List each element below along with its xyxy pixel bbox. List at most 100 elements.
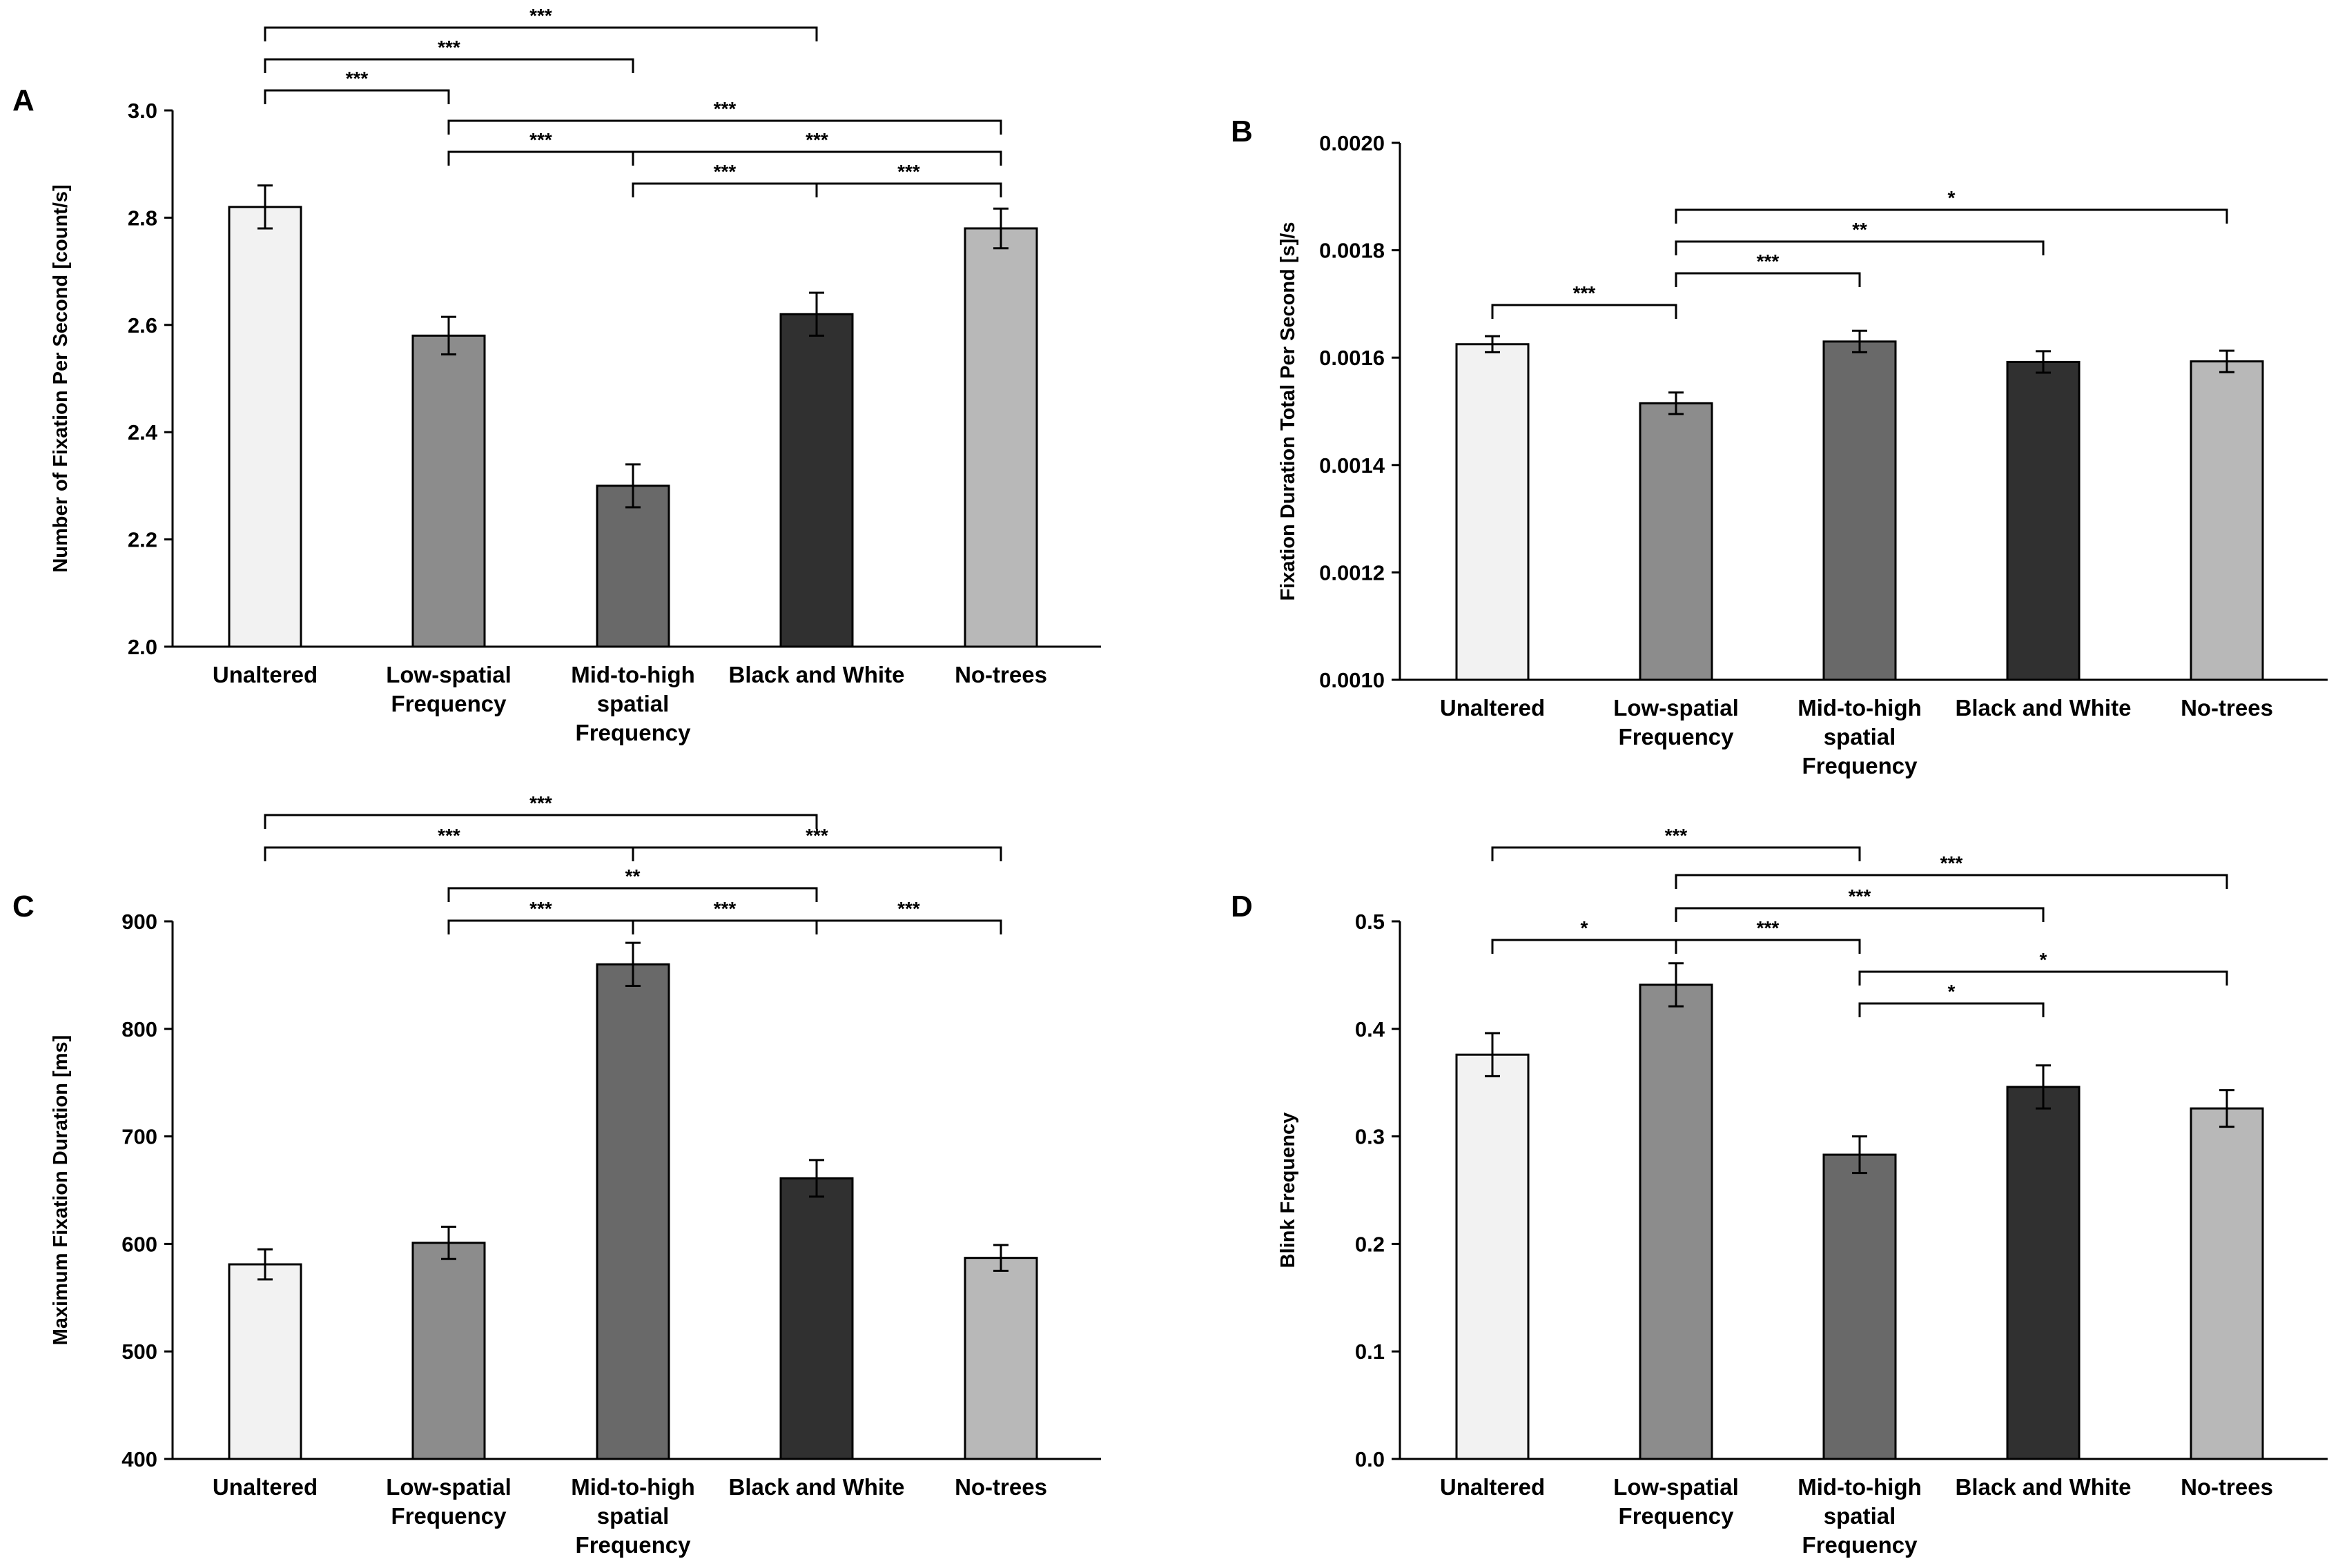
significance-label: *** (806, 825, 828, 846)
significance-bracket (815, 182, 1002, 197)
significance-bracket (1491, 846, 1861, 861)
significance-bracket (1675, 939, 1861, 954)
significance-label: *** (1757, 251, 1780, 272)
y-axis-label: Maximum Fixation Duration [ms] (50, 1035, 72, 1346)
bar-1 (1455, 343, 1530, 681)
y-tick-label: 0.0020 (1319, 131, 1385, 155)
significance-label: *** (1573, 282, 1596, 304)
y-tick-label: 0.1 (1355, 1340, 1385, 1364)
bar-5 (2190, 360, 2264, 681)
y-axis-label: Number of Fixation Per Second [count/s] (50, 184, 72, 572)
significance-bracket (1675, 208, 2228, 224)
significance-bracket (1675, 874, 2228, 889)
significance-bracket (815, 919, 1002, 934)
significance-bracket (447, 150, 634, 166)
bar-5 (2190, 1107, 2264, 1460)
significance-bracket (264, 89, 450, 104)
significance-label: *** (714, 98, 737, 119)
significance-bracket (264, 26, 818, 41)
bar-2 (411, 334, 486, 648)
y-tick-label: 0.4 (1355, 1017, 1385, 1041)
bar-3 (596, 484, 670, 648)
bar-3 (1822, 1153, 1897, 1460)
significance-label: *** (438, 825, 460, 846)
significance-bracket (632, 150, 1002, 166)
x-category-label: Frequency (576, 720, 692, 745)
y-axis-label: Blink Frequency (1277, 1113, 1299, 1268)
x-category-label: Mid-to-high (1798, 695, 1922, 721)
x-category-label: spatial (597, 691, 670, 716)
x-category-label: Unaltered (213, 662, 318, 687)
x-category-label: Black and White (729, 1474, 905, 1500)
x-category-label: No-trees (955, 662, 1047, 687)
y-tick-label: 0.0 (1355, 1447, 1385, 1471)
panel-letter: A (12, 84, 35, 117)
x-category-label: spatial (1824, 724, 1896, 749)
y-tick-label: 500 (121, 1340, 157, 1364)
y-tick-label: 700 (121, 1125, 157, 1149)
bar-4 (2006, 360, 2081, 681)
significance-bracket (1491, 939, 1677, 954)
bar-2 (1639, 983, 1713, 1460)
significance-bracket (264, 814, 818, 829)
significance-label: ** (1852, 219, 1867, 240)
y-tick-label: 2.4 (128, 420, 158, 444)
y-tick-label: 400 (121, 1447, 157, 1471)
y-tick-label: 3.0 (128, 99, 157, 123)
bar-4 (779, 1177, 854, 1460)
y-tick-label: 0.0014 (1319, 453, 1385, 478)
y-tick-label: 0.0012 (1319, 560, 1385, 585)
significance-bracket (1675, 907, 2045, 922)
significance-label: * (1948, 981, 1956, 1002)
significance-bracket (264, 846, 634, 861)
significance-label: *** (1665, 825, 1688, 846)
x-category-label: Black and White (729, 662, 905, 687)
y-axis-label: Fixation Duration Total Per Second [s]/s (1277, 222, 1299, 601)
significance-bracket (632, 919, 818, 934)
panel-letter: D (1231, 890, 1253, 923)
significance-label: *** (714, 161, 737, 182)
bar-3 (1822, 340, 1897, 681)
x-category-label: Black and White (1956, 695, 2132, 721)
significance-bracket (632, 846, 1002, 861)
x-category-label: Low-spatial (386, 1474, 512, 1500)
x-category-label: Unaltered (1440, 695, 1545, 721)
significance-label: *** (714, 898, 737, 919)
y-tick-label: 0.2 (1355, 1232, 1385, 1256)
x-category-label: No-trees (2181, 695, 2273, 721)
bar-1 (228, 1263, 302, 1460)
significance-label: * (2040, 949, 2047, 970)
significance-label: *** (438, 37, 460, 58)
y-tick-label: 800 (121, 1017, 157, 1041)
bar-3 (596, 963, 670, 1460)
x-category-label: Frequency (1802, 1532, 1918, 1558)
panel-letter: B (1231, 115, 1253, 148)
significance-label: *** (529, 898, 552, 919)
chart-panel-a: A Number of Fixation Per Second [count/s]… (12, 5, 1101, 745)
significance-label: ** (625, 865, 641, 887)
significance-bracket (1675, 240, 2045, 255)
y-tick-label: 0.0016 (1319, 346, 1385, 370)
x-category-label: Frequency (1619, 1503, 1735, 1529)
x-category-label: spatial (597, 1503, 670, 1529)
significance-label: * (1581, 917, 1588, 939)
y-tick-label: 0.3 (1355, 1125, 1385, 1149)
chart-panel-c: C Maximum Fixation Duration [ms] 400 500 600… (12, 792, 1101, 1558)
significance-bracket (632, 182, 818, 197)
bar-4 (779, 313, 854, 648)
y-tick-label: 2.0 (128, 635, 157, 659)
significance-bracket (447, 919, 634, 934)
x-category-label: No-trees (955, 1474, 1047, 1500)
bar-5 (964, 227, 1038, 648)
bar-1 (228, 206, 302, 648)
significance-bracket (264, 58, 634, 73)
bar-5 (964, 1257, 1038, 1460)
x-category-label: Low-spatial (1613, 695, 1739, 721)
significance-bracket (1858, 970, 2228, 986)
bar-4 (2006, 1086, 2081, 1460)
significance-bracket (1491, 304, 1677, 319)
significance-bracket (447, 887, 818, 902)
x-category-label: Unaltered (213, 1474, 318, 1500)
x-category-label: Mid-to-high (571, 662, 695, 687)
